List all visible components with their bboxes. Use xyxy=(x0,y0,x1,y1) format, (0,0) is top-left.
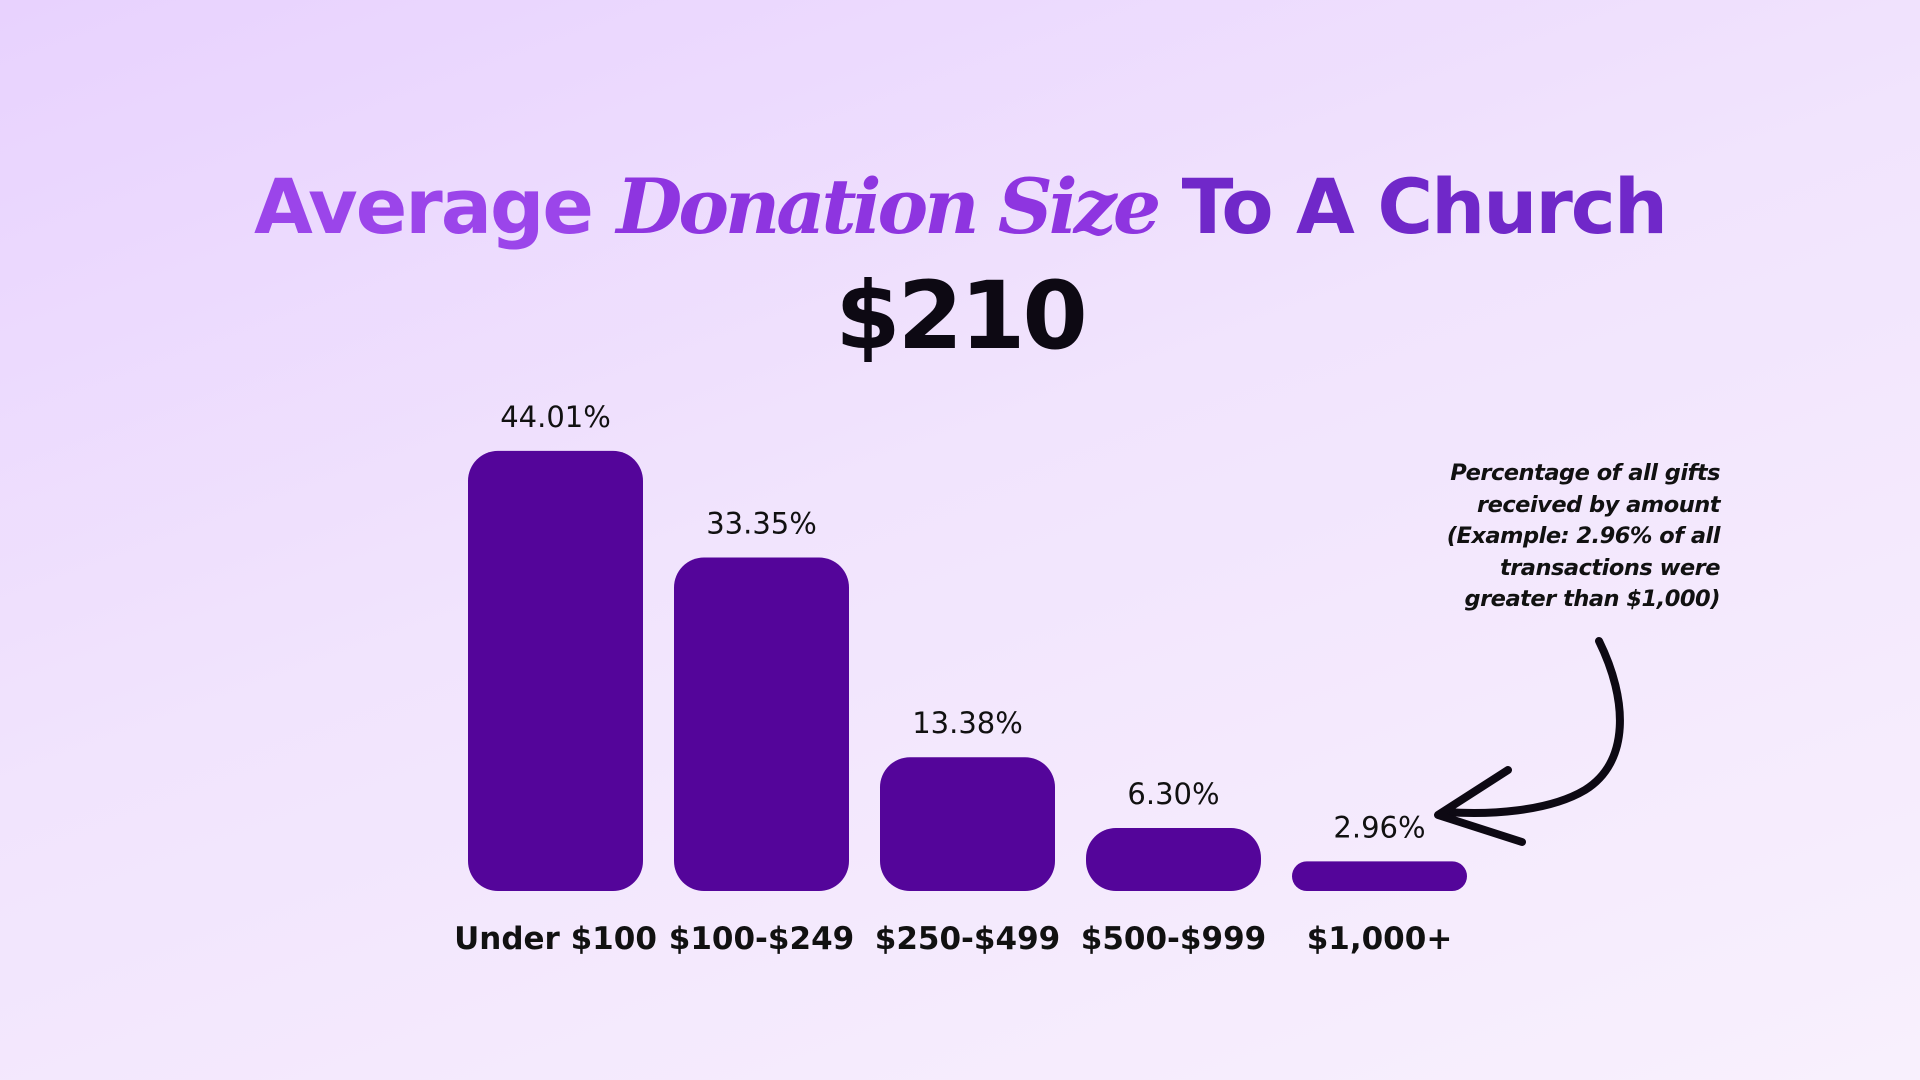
bar-2 xyxy=(880,757,1055,891)
value-label-3: 6.30% xyxy=(1127,777,1219,811)
category-label-1: $100-$249 xyxy=(669,921,854,957)
chart-title: Average Donation Size To A Church xyxy=(0,162,1920,252)
bars-group xyxy=(468,450,1467,891)
title-prefix: Average xyxy=(254,162,617,251)
average-value: $210 xyxy=(835,262,1088,371)
value-label-1: 33.35% xyxy=(706,507,817,541)
annotation-arrow xyxy=(1434,637,1624,846)
arrow-head xyxy=(1434,766,1526,846)
arrow-shaft xyxy=(1442,637,1624,817)
title-suffix: To A Church xyxy=(1157,162,1668,251)
value-label-0: 44.01% xyxy=(500,400,611,434)
value-label-2: 13.38% xyxy=(912,706,1023,740)
bar-4 xyxy=(1292,861,1467,891)
value-label-4: 2.96% xyxy=(1333,810,1425,844)
bar-0 xyxy=(468,450,643,891)
category-label-2: $250-$499 xyxy=(875,921,1060,957)
category-label-3: $500-$999 xyxy=(1081,921,1266,957)
category-labels-group: Under $100 $100-$249 $250-$499 $500-$999 $1,… xyxy=(454,921,1452,957)
annotation-note: Percentage of all gifts received by amou… xyxy=(1446,460,1721,612)
title-emphasis: Donation Size xyxy=(616,162,1161,251)
value-labels-group: 44.01% 33.35% 13.38% 6.30% 2.96% xyxy=(500,400,1425,845)
category-label-0: Under $100 xyxy=(454,921,657,957)
bar-3 xyxy=(1086,828,1261,891)
category-label-4: $1,000+ xyxy=(1307,921,1453,957)
bar-1 xyxy=(674,557,849,891)
